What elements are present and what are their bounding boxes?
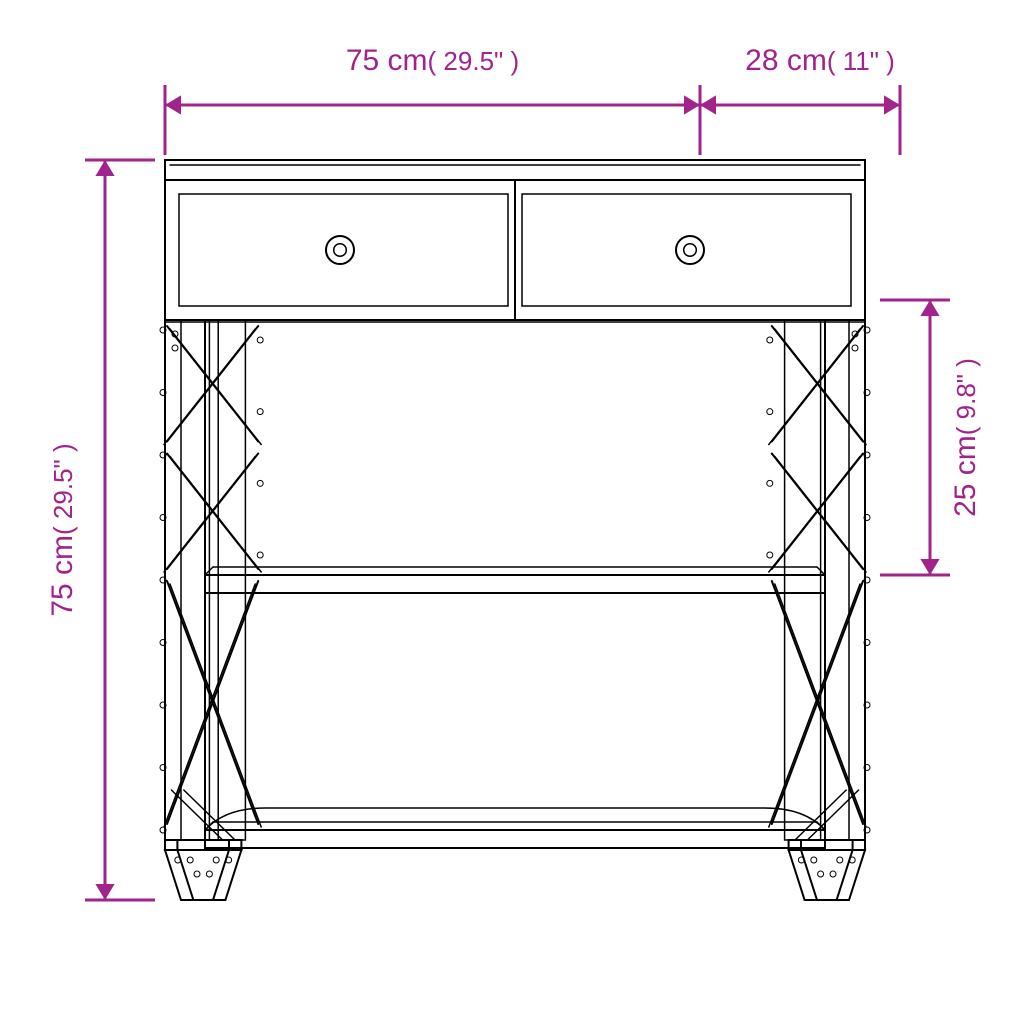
drawer-knob bbox=[326, 236, 354, 264]
dimension-label: 75 cm( 29.5" ) bbox=[46, 443, 79, 616]
drawer-knob bbox=[676, 236, 704, 264]
dimension-label: 25 cm( 9.8" ) bbox=[949, 358, 982, 517]
console-table bbox=[160, 160, 870, 900]
dimension-label: 28 cm( 11" ) bbox=[745, 44, 895, 77]
dimension-label: 75 cm( 29.5" ) bbox=[346, 44, 519, 77]
